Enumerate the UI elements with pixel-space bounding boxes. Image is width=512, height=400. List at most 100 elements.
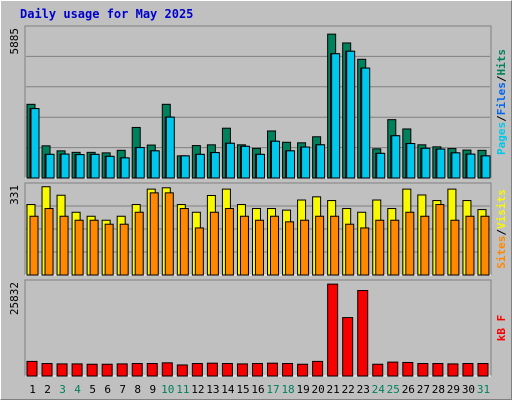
bar-kb-f-day-3 <box>56 363 68 377</box>
bar-sites-day-25 <box>390 219 400 276</box>
bar-sites-day-23 <box>360 227 370 276</box>
bar-kb-f-day-28 <box>432 363 444 377</box>
bar-pages-day-18 <box>286 150 296 179</box>
bar-kb-f-day-5 <box>86 363 98 377</box>
x-tick-day-9: 9 <box>149 383 156 396</box>
bar-kb-f-day-9 <box>146 363 158 377</box>
chart-title: Daily usage for May 2025 <box>20 7 194 21</box>
bar-kb-f-day-15 <box>236 363 248 377</box>
bar-kb-f-day-2 <box>41 363 53 377</box>
bar-sites-day-26 <box>405 211 415 276</box>
bar-kb-f-day-14 <box>221 363 233 377</box>
bar-kb-f-day-10 <box>161 362 173 377</box>
x-tick-day-30: 30 <box>462 383 475 396</box>
x-tick-day-26: 26 <box>402 383 415 396</box>
x-tick-day-29: 29 <box>447 383 460 396</box>
bar-pages-day-28 <box>436 148 446 179</box>
bar-sites-day-8 <box>134 211 144 276</box>
bar-pages-day-21 <box>331 53 341 179</box>
right-label-segment: Visits <box>495 189 508 229</box>
x-tick-day-11: 11 <box>176 383 189 396</box>
right-label-segment: / <box>495 115 508 122</box>
y-max-label: 331 <box>8 185 21 205</box>
bar-sites-day-22 <box>345 223 355 276</box>
bar-kb-f-day-19 <box>297 363 309 377</box>
bar-kb-f-day-30 <box>462 363 474 377</box>
bar-sites-day-19 <box>300 219 310 276</box>
bar-kb-f-day-7 <box>116 363 128 377</box>
right-label-segment: / <box>495 229 508 236</box>
bar-kb-f-day-17 <box>267 362 279 377</box>
bar-pages-day-9 <box>150 150 160 179</box>
bar-pages-day-3 <box>60 153 70 179</box>
x-tick-day-23: 23 <box>357 383 370 396</box>
bar-pages-day-30 <box>466 153 476 179</box>
right-label-middle: Sites/Visits <box>495 189 508 269</box>
x-tick-day-14: 14 <box>221 383 235 396</box>
x-tick-day-3: 3 <box>59 383 66 396</box>
bar-kb-f-day-4 <box>71 363 83 377</box>
right-label-segment: / <box>495 75 508 82</box>
bar-pages-day-7 <box>120 157 130 179</box>
bar-kb-f-day-18 <box>282 363 294 377</box>
x-tick-day-8: 8 <box>134 383 141 396</box>
x-tick-day-28: 28 <box>432 383 445 396</box>
bar-sites-day-29 <box>450 219 460 276</box>
bar-pages-day-31 <box>481 155 491 179</box>
bar-pages-day-29 <box>451 152 461 179</box>
bar-sites-day-3 <box>59 215 69 276</box>
bar-kb-f-day-16 <box>251 363 263 377</box>
x-tick-day-21: 21 <box>327 383 340 396</box>
x-tick-day-1: 1 <box>29 383 36 396</box>
x-tick-day-15: 15 <box>236 383 249 396</box>
bar-kb-f-day-31 <box>477 363 489 377</box>
x-tick-day-4: 4 <box>74 383 81 396</box>
bar-pages-day-22 <box>346 50 356 179</box>
bar-sites-day-18 <box>285 221 295 276</box>
bar-sites-day-6 <box>104 223 114 276</box>
bar-sites-day-4 <box>74 219 84 276</box>
bar-sites-day-1 <box>29 215 39 276</box>
bar-pages-day-13 <box>210 152 220 179</box>
bar-sites-day-12 <box>194 227 204 276</box>
bar-kb-f-day-8 <box>131 363 143 377</box>
right-label-segment: Sites <box>495 236 508 269</box>
bar-pages-day-19 <box>301 146 311 179</box>
x-tick-day-16: 16 <box>251 383 264 396</box>
bar-pages-day-2 <box>45 153 55 179</box>
bar-kb-f-day-13 <box>206 362 218 377</box>
x-tick-day-5: 5 <box>89 383 96 396</box>
x-tick-day-19: 19 <box>296 383 309 396</box>
bar-kb-f-day-22 <box>342 317 354 377</box>
bar-sites-day-27 <box>420 215 430 276</box>
bar-pages-day-8 <box>135 147 145 179</box>
right-label-segment: Files <box>495 82 508 115</box>
bar-pages-day-15 <box>240 145 250 179</box>
bar-pages-day-5 <box>90 153 100 179</box>
panel-kbytes <box>24 279 492 377</box>
bar-sites-day-2 <box>44 208 54 276</box>
x-tick-day-18: 18 <box>281 383 294 396</box>
x-tick-day-22: 22 <box>342 383 355 396</box>
right-label-top: Pages/Files/Hits <box>495 49 508 155</box>
bar-pages-day-6 <box>105 155 115 179</box>
x-tick-day-2: 2 <box>44 383 51 396</box>
right-label-bottom: kB F <box>495 315 508 342</box>
y-max-label: 5885 <box>8 28 21 55</box>
bar-kb-f-day-21 <box>327 283 339 377</box>
bar-kb-f-day-6 <box>101 363 113 377</box>
right-label-segment: Hits <box>495 49 508 76</box>
bar-pages-day-16 <box>255 153 265 179</box>
bar-kb-f-day-26 <box>402 361 414 377</box>
x-tick-day-31: 31 <box>477 383 490 396</box>
bar-kb-f-day-12 <box>191 363 203 377</box>
x-tick-day-20: 20 <box>312 383 325 396</box>
bar-sites-day-28 <box>435 204 445 276</box>
bar-sites-day-16 <box>254 219 264 276</box>
bar-kb-f-day-11 <box>176 364 188 377</box>
right-label-segment: kB F <box>495 315 508 342</box>
bar-kb-f-day-27 <box>417 363 429 377</box>
bar-kb-f-day-29 <box>447 363 459 377</box>
bar-sites-day-21 <box>330 215 340 276</box>
x-tick-day-13: 13 <box>206 383 219 396</box>
